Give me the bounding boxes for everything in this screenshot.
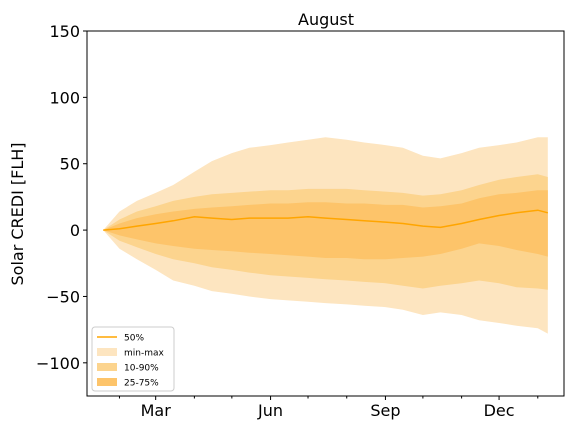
legend-swatch-10-90pct [97,363,117,371]
legend-swatch-25-75pct [97,378,117,386]
y-tick-label: 100 [49,88,80,107]
band-25-75pct [103,190,548,260]
median-line [103,209,548,231]
x-tick-label: Sep [370,401,400,420]
y-tick-label: −50 [46,287,80,306]
legend-label-25-75pct: 25-75% [124,379,159,389]
legend-label-10-90pct: 10-90% [124,364,159,374]
chart-title: August [298,10,354,29]
y-tick-label: 0 [70,221,80,240]
plot-frame [86,30,565,397]
y-tick-label: −100 [36,354,80,373]
legend-label-50pct: 50% [124,334,144,344]
legend-label-min-max: min-max [124,349,165,359]
x-tick-label: Jun [257,401,283,420]
y-axis: −100 −50 0 50 100 150 [36,22,87,373]
x-tick-label: Dec [484,401,515,420]
median-layer [103,209,548,231]
y-tick-label: 50 [60,155,80,174]
legend-box [91,326,175,392]
x-tick-label: Mar [141,401,172,420]
legend: 50% min-max 10-90% 25-75% [91,326,175,392]
bands-layer [103,137,548,334]
y-tick-label: 150 [49,22,80,41]
legend-swatch-min-max [97,348,117,356]
x-axis: Mar Jun Sep Dec [118,396,539,420]
y-axis-label: Solar CREDI [FLH] [8,142,27,285]
